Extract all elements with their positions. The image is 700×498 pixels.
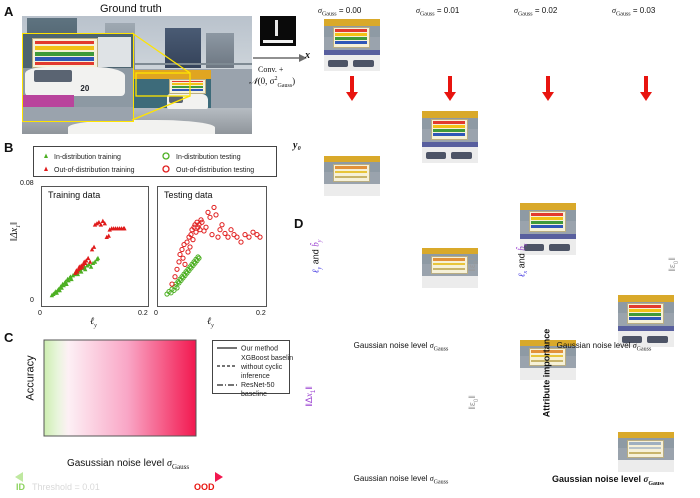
panel-b-testing-title: Testing data — [164, 190, 213, 200]
sigma-label-2: σGauss = 0.02 — [514, 6, 558, 18]
panel-b-right-xlabel: ℓy — [207, 316, 214, 329]
panel-b-left-xlabel: ℓy — [90, 316, 97, 329]
id-ood-gradient-arrow — [15, 472, 223, 482]
legend-label-resnet: ResNet-50 — [241, 382, 275, 389]
svg-text:In-distribution testing: In-distribution testing — [176, 154, 241, 161]
ground-truth-title: Ground truth — [100, 3, 162, 15]
panel-b-right-xtick-1: 0.2 — [256, 310, 266, 317]
panel-d1-chart — [312, 222, 487, 340]
noisy-input-1 — [422, 111, 478, 163]
panel-d3-ylabel-right: ‖ε0‖ — [467, 395, 480, 410]
noisy-output-3 — [618, 432, 674, 472]
down-arrow-icon-3 — [640, 76, 652, 101]
sigma-label-1: σGauss = 0.01 — [416, 6, 460, 18]
sigma-label-0: σGauss = 0.00 — [318, 6, 362, 18]
panel-d4-chart — [516, 360, 686, 472]
down-arrow-icon-1 — [444, 76, 456, 101]
panel-d2-ylabel-right: ‖ε0‖ — [667, 257, 680, 272]
panel-d-letter: D — [294, 216, 304, 231]
legend-label-our-method: Our method — [241, 346, 278, 353]
legend-label-without-cyclic: without cyclic — [240, 364, 283, 371]
noisy-output-1 — [422, 248, 478, 288]
panel-b-training-title: Training data — [48, 190, 101, 200]
panel-d2-chart — [518, 222, 683, 340]
panel-b-training-points — [49, 218, 127, 298]
noisy-input-2 — [520, 203, 576, 255]
legend-label-xgboost: XGBoost baselin — [241, 355, 293, 362]
id-annotation: ID — [16, 482, 25, 492]
legend-label-inference: inference — [241, 373, 270, 380]
conv-label-line1: Conv. + — [258, 65, 284, 74]
panel-b-left-xtick-1: 0.2 — [138, 310, 148, 317]
panel-d3-chart — [312, 360, 487, 472]
legend-label-baseline: baseline — [241, 391, 267, 398]
noisy-input-3 — [618, 295, 674, 347]
x-variable-label: x — [305, 50, 310, 61]
threshold-annotation: Threshold = 0.01 — [32, 482, 100, 492]
panel-d2-xlabel: Gaussian noise level σGauss — [556, 341, 652, 353]
panel-b-training-plot — [41, 186, 149, 307]
conv-arrow-icon — [253, 54, 307, 62]
ground-truth-inset — [258, 14, 298, 48]
svg-text:Out-of-distribution training: Out-of-distribution training — [54, 167, 135, 174]
panel-c-accuracy-plot — [43, 339, 197, 437]
noisy-output-0 — [324, 156, 380, 196]
panel-d3-xlabel: Gaussian noise level σGauss — [353, 474, 449, 486]
panel-b-letter: B — [4, 140, 14, 155]
panel-b-right-xtick-0: 0 — [154, 310, 158, 317]
panel-d1-xlabel: Gaussian noise level σGauss — [353, 341, 449, 353]
panel-a-letter: A — [4, 4, 14, 19]
panel-b-testing-points — [164, 204, 263, 297]
panel-b-legend: In-distribution training Out-of-distribu… — [33, 146, 277, 177]
down-arrow-icon-2 — [542, 76, 554, 101]
panel-c-legend: Our method XGBoost baselin without cycli… — [212, 340, 293, 398]
zoom-guide-lines — [131, 32, 191, 121]
panel-b-ytick-max: 0.08 — [20, 180, 34, 187]
panel-b-left-xtick-0: 0 — [38, 310, 42, 317]
sigma-label-3: σGauss = 0.03 — [612, 6, 656, 18]
panel-d1-ylabel-right: ‖ε0‖ — [467, 257, 480, 272]
y0-variable-label: y₀ — [293, 140, 301, 151]
panel-c-xlabel: Gasussian noise level σGauss — [66, 458, 190, 471]
speed-text: 20 — [80, 84, 90, 94]
panel-b-ylabel: ‖Δx1‖ — [8, 222, 22, 241]
svg-text:In-distribution training: In-distribution training — [54, 154, 121, 161]
panel-d4-xlabel: Gaussian noise level σGauss — [551, 474, 665, 487]
conv-label-line2: 𝒩(0, σ2Gauss) — [249, 76, 296, 89]
down-arrow-icon-0 — [346, 76, 358, 101]
ground-truth-photo: 20 — [22, 16, 252, 134]
ood-annotation: OOD — [194, 482, 215, 492]
noisy-input-0 — [324, 19, 380, 71]
svg-text:Out-of-distribution testing: Out-of-distribution testing — [176, 167, 254, 174]
panel-c-letter: C — [4, 330, 14, 345]
noisy-output-2 — [520, 340, 576, 380]
sigma-columns: σGauss = 0.00 — [312, 6, 700, 472]
panel-b-ytick-min: 0 — [30, 297, 34, 304]
